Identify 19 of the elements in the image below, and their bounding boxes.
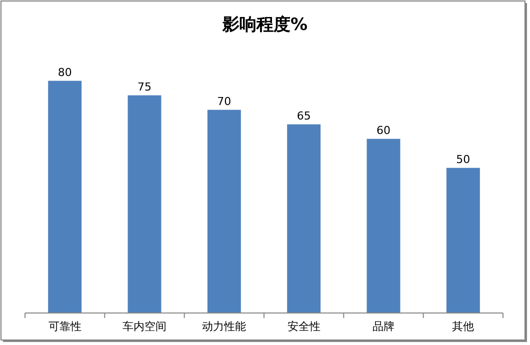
x-tick-label: 安全性 <box>287 320 320 333</box>
chart-title: 影响程度% <box>221 15 308 35</box>
bar <box>287 124 321 313</box>
x-tick-label: 动力性能 <box>202 320 246 333</box>
data-label: 60 <box>376 124 390 137</box>
data-label: 80 <box>58 66 72 79</box>
bar <box>128 95 162 313</box>
x-tick-label: 其他 <box>452 320 474 333</box>
bar <box>48 80 82 313</box>
x-tick-label: 车内空间 <box>122 320 166 333</box>
data-label: 70 <box>217 94 232 108</box>
data-label: 65 <box>296 109 311 122</box>
bar <box>366 138 400 313</box>
data-label: 75 <box>138 80 152 94</box>
x-tick-label: 可靠性 <box>48 320 82 333</box>
data-label: 50 <box>456 152 470 166</box>
bar <box>446 168 480 313</box>
bar <box>207 110 241 313</box>
x-tick-label: 品牌 <box>372 320 394 333</box>
